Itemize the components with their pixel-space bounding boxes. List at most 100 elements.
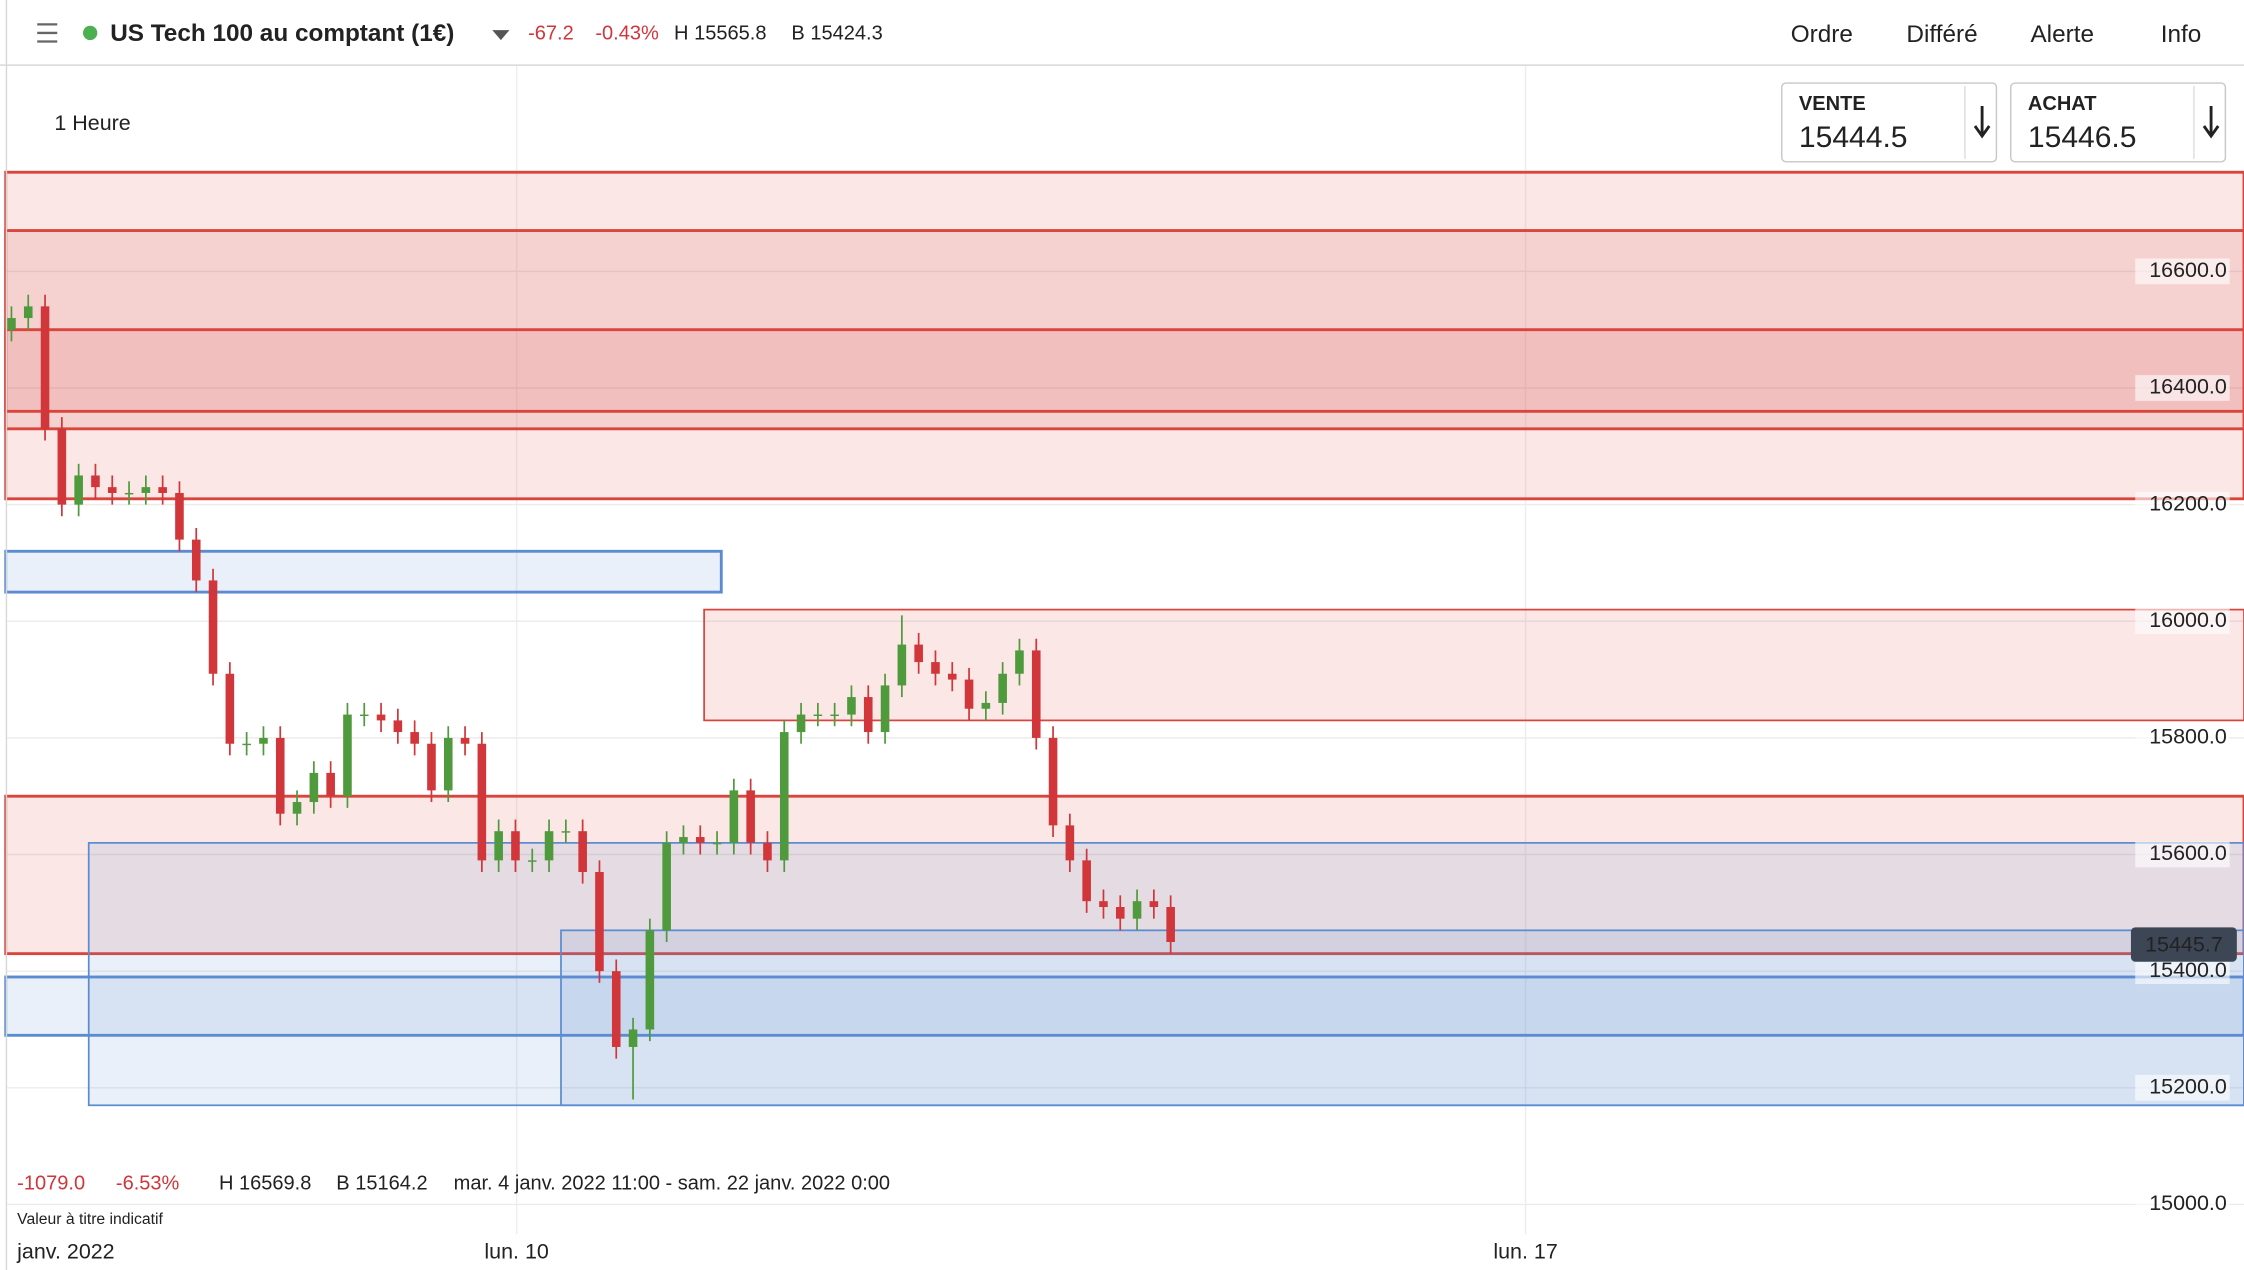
candle-body [1115, 907, 1125, 919]
candle-body [309, 772, 319, 803]
candle-body [74, 475, 83, 505]
chart: 15000.0 15200.0 15400.0 15600.0 15800.0 16000… [4, 65, 2244, 1235]
candle-body [863, 697, 873, 733]
y-tick-label: 15200.0 [2149, 1074, 2227, 1098]
candle-body [175, 492, 184, 540]
instrument[interactable]: US Tech 100 au comptant (1€) [110, 20, 454, 47]
candle-body [477, 743, 487, 861]
zone [4, 170, 2244, 501]
candle-body [813, 714, 823, 717]
x-label: janv. 2022 [16, 1239, 114, 1263]
menu-item[interactable]: Ordre [1791, 21, 1853, 48]
menu-item[interactable]: Info [2161, 21, 2202, 48]
candle-body [376, 714, 386, 721]
candle-body [1166, 907, 1175, 943]
zone [4, 975, 2244, 1037]
candle-body [1048, 737, 1058, 826]
range-high: H 16569.8 [219, 1172, 311, 1194]
buy-price: 15446.5 [2028, 121, 2137, 154]
zone [4, 794, 2244, 956]
range-dates: mar. 4 janv. 2022 11:00 - sam. 22 janv. … [454, 1172, 890, 1194]
candle-body [628, 1029, 638, 1047]
y-tick-bg [2135, 958, 2230, 985]
candle-body [275, 737, 285, 814]
candle-body [343, 714, 352, 797]
candle-body [964, 679, 974, 709]
y-tick-bg [2135, 1191, 2230, 1218]
candle-body [981, 702, 991, 709]
last-price-label: 15445.7 [2145, 933, 2223, 957]
candle-body [359, 714, 369, 717]
session-high: H 15565.8 [674, 23, 766, 45]
candle-body [1099, 901, 1108, 908]
candle-body [1082, 860, 1091, 902]
candle-body [947, 673, 957, 680]
y-tick-bg [2135, 841, 2230, 868]
candle-body [931, 662, 940, 674]
y-tick-label: 16400.0 [2149, 375, 2227, 399]
buy-label: ACHAT [2028, 93, 2097, 115]
y-tick-bg [2135, 725, 2230, 751]
menu-icon[interactable] [37, 23, 58, 43]
candle-body [998, 673, 1007, 703]
candle-body [1065, 825, 1075, 861]
candle-body [527, 860, 537, 862]
y-tick-label: 15400.0 [2149, 958, 2227, 982]
header-bar [0, 0, 2244, 65]
candle-body [880, 685, 890, 733]
candle-body [662, 842, 671, 931]
candle-body [578, 831, 587, 873]
candle-body [729, 790, 739, 843]
candle-body [191, 539, 201, 581]
x-label: lun. 10 [484, 1239, 549, 1263]
candle-body [611, 971, 621, 1047]
candle-body [23, 306, 33, 319]
y-tick-bg [2135, 608, 2230, 635]
candle-body [40, 306, 50, 429]
candle-body [107, 487, 117, 493]
candle-body [511, 831, 520, 861]
change-pct: -0.43% [595, 23, 659, 45]
candle-body [595, 872, 604, 972]
last-price-box [2130, 927, 2237, 962]
y-tick-bg [2135, 491, 2230, 518]
candle-body [695, 837, 705, 843]
candle-body [897, 644, 907, 686]
candle-body [158, 487, 167, 493]
candle-body [544, 831, 554, 861]
candle-body [242, 743, 251, 746]
status-dot [83, 25, 98, 41]
session-low: B 15424.3 [791, 23, 882, 45]
candle-body [1149, 901, 1159, 908]
dropdown-arrow[interactable] [492, 30, 510, 41]
candle-body [1015, 650, 1024, 674]
interval[interactable]: 1 Heure [54, 111, 130, 135]
zone [4, 328, 2244, 413]
candle-body [561, 831, 571, 833]
range-change-pct: -6.53% [116, 1172, 180, 1194]
zone [560, 929, 2244, 1107]
menu-item[interactable]: Alerte [2030, 21, 2094, 48]
menu-item[interactable]: Différé [1906, 21, 1977, 48]
candle-body [746, 790, 755, 843]
sell-label: VENTE [1799, 93, 1866, 115]
sell-box[interactable]: VENTE 15444.5 [1781, 82, 1998, 163]
candle-body [494, 831, 503, 861]
range-change: -1079.0 [17, 1172, 85, 1194]
y-tick-bg [2135, 375, 2230, 401]
candle-body [91, 475, 100, 488]
candle-body [57, 428, 67, 505]
zone [4, 549, 723, 594]
y-tick-label: 15000.0 [2149, 1191, 2227, 1215]
y-tick-label: 16000.0 [2149, 608, 2227, 632]
candle-body [1132, 901, 1142, 919]
sell-price: 15444.5 [1799, 121, 1908, 154]
buy-box[interactable]: ACHAT 15446.5 [2010, 82, 2227, 163]
candle-body [443, 737, 453, 791]
candle-body [427, 743, 436, 791]
x-label: lun. 17 [1493, 1239, 1557, 1263]
candle-body [141, 487, 151, 493]
candle-body [124, 492, 134, 495]
y-tick-bg [2135, 258, 2230, 285]
